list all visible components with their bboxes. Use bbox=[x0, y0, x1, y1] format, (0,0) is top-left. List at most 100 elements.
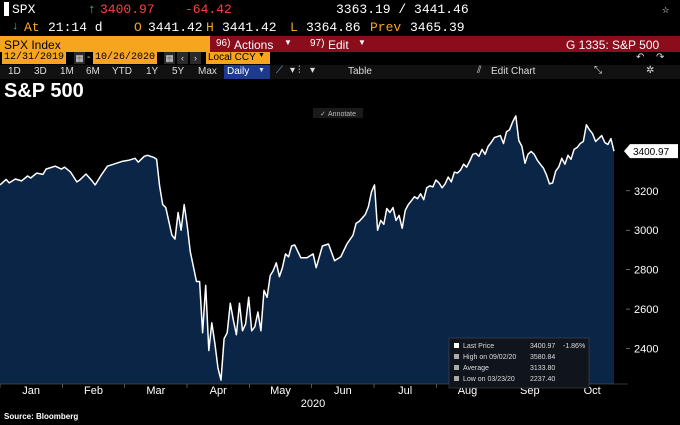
quote-time: 21:14 d bbox=[48, 19, 103, 35]
y-tick-label: 2800 bbox=[634, 265, 658, 277]
prev-period-icon[interactable]: ‹ bbox=[177, 52, 188, 64]
line-chart-icon[interactable]: ⟋ bbox=[276, 65, 283, 76]
end-date-field[interactable]: 10/26/2020 bbox=[93, 52, 158, 64]
last-price-tag-value: 3400.97 bbox=[633, 147, 670, 158]
period-3d[interactable]: 3D bbox=[34, 66, 47, 77]
legend-swatch bbox=[454, 343, 459, 348]
last-price: 3400.97 bbox=[100, 1, 155, 17]
legend-row-label: Last Price bbox=[463, 343, 494, 350]
period-1m[interactable]: 1M bbox=[60, 66, 74, 77]
annotate-button[interactable]: ✓ Annotate bbox=[313, 108, 363, 118]
bar-chart-chevron-icon[interactable]: ▾ bbox=[310, 65, 316, 76]
currency-select[interactable]: Local CCY bbox=[206, 52, 270, 64]
last-price-tag: 3400.97 bbox=[624, 144, 678, 159]
y-axis: 2400 2600 2800 3000 3200 bbox=[626, 186, 658, 356]
frequency-chevron-down-icon[interactable]: ▼ bbox=[258, 67, 265, 74]
legend-row-value: 3400.97 bbox=[530, 343, 555, 350]
chart-function-label: G 1335: S&P 500 bbox=[566, 38, 660, 52]
edit-chart-icon[interactable]: ⫽ bbox=[477, 65, 482, 76]
line-chart-chevron-icon[interactable]: ▾ bbox=[290, 65, 296, 76]
calendar-icon[interactable]: ▦ bbox=[74, 52, 85, 64]
actions-chevron-down-icon[interactable]: ▼ bbox=[284, 38, 292, 47]
actions-number: 96) bbox=[216, 38, 231, 49]
bar-chart-icon[interactable]: ⫶ bbox=[298, 65, 301, 76]
edit-menu[interactable]: Edit bbox=[328, 38, 349, 52]
edit-number: 97) bbox=[310, 38, 325, 49]
edit-chevron-down-icon[interactable]: ▼ bbox=[358, 38, 366, 47]
source-credit: Source: Bloomberg bbox=[4, 412, 79, 421]
frequency-select[interactable]: Daily bbox=[224, 65, 270, 79]
last-price-tag-bg bbox=[624, 144, 678, 159]
date-range-row: 12/31/2019 ▦ - 10/26/2020 ▦ ‹ › Local CC… bbox=[0, 52, 680, 65]
prev-value: 3465.39 bbox=[410, 19, 465, 35]
price-chart: ✓ Annotate 2400 2600 2800 3000 3200 Jan Feb Ma… bbox=[0, 104, 680, 410]
legend-bg bbox=[448, 337, 590, 389]
x-tick-label-jul: Jul bbox=[398, 385, 412, 397]
star-icon[interactable]: ☆ bbox=[662, 3, 670, 17]
quote-header-row-2: ↓ At 21:14 d O 3441.42 H 3441.42 L 3364.… bbox=[0, 18, 680, 36]
low-value: 3364.86 bbox=[306, 19, 361, 35]
low-label: L bbox=[290, 19, 298, 35]
security-field-bg bbox=[0, 36, 210, 52]
legend-row-value: 3133.80 bbox=[530, 365, 555, 372]
price-line bbox=[0, 115, 615, 381]
chart-title: S&P 500 bbox=[4, 80, 84, 102]
x-axis-year-label: 2020 bbox=[301, 398, 325, 410]
start-date-field[interactable]: 12/31/2019 bbox=[2, 52, 67, 64]
gear-icon[interactable]: ✲ bbox=[646, 65, 655, 76]
period-max[interactable]: Max bbox=[198, 66, 217, 77]
legend-row-change: -1.86% bbox=[563, 343, 585, 350]
y-tick-label: 3200 bbox=[634, 186, 658, 198]
legend-row-value: 3580.84 bbox=[530, 354, 555, 361]
redo-icon[interactable]: ↷ bbox=[656, 52, 665, 63]
period-1d[interactable]: 1D bbox=[8, 66, 21, 77]
prev-label: Prev bbox=[370, 19, 402, 35]
x-tick-label-jan: Jan bbox=[22, 385, 40, 397]
y-tick-label: 3000 bbox=[634, 225, 658, 237]
period-ytd[interactable]: YTD bbox=[112, 66, 132, 77]
cursor-block bbox=[4, 2, 9, 16]
legend-swatch bbox=[454, 354, 459, 359]
open-value: 3441.42 bbox=[148, 19, 203, 35]
toolbar: 1D 3D 1M 6M YTD 1Y 5Y Max Daily ▼ ⟋ ▾ ⫶ … bbox=[0, 65, 680, 79]
area-fill bbox=[0, 115, 614, 385]
currency-chevron-down-icon[interactable]: ▼ bbox=[258, 52, 265, 59]
period-6m[interactable]: 6M bbox=[86, 66, 100, 77]
period-1y[interactable]: 1Y bbox=[146, 66, 159, 77]
at-label: At bbox=[24, 19, 40, 35]
quote-header-row-1: SPX ↑ 3400.97 -64.42 3363.19 / 3441.46 ☆ bbox=[0, 0, 680, 18]
legend-row-label: Low on 03/23/20 bbox=[463, 376, 515, 383]
expand-icon[interactable]: ⤡ bbox=[594, 65, 602, 76]
edit-chart-button[interactable]: Edit Chart bbox=[491, 66, 536, 77]
x-tick-label-feb: Feb bbox=[84, 385, 103, 397]
legend-row-label: High on 09/02/20 bbox=[463, 354, 516, 361]
y-tick-label: 2400 bbox=[634, 344, 658, 356]
security-field[interactable]: SPX Index bbox=[4, 38, 61, 52]
end-calendar-icon[interactable]: ▦ bbox=[164, 52, 175, 64]
x-tick-label-apr: Apr bbox=[210, 385, 227, 397]
day-range: 3363.19 / 3441.46 bbox=[336, 1, 469, 17]
legend-swatch bbox=[454, 376, 459, 381]
x-tick-label-may: May bbox=[270, 385, 291, 397]
annotate-icon: ✓ bbox=[320, 111, 326, 118]
table-button[interactable]: Table bbox=[348, 66, 372, 77]
legend-swatch bbox=[454, 365, 459, 370]
actions-menu[interactable]: Actions bbox=[234, 38, 274, 52]
high-value: 3441.42 bbox=[222, 19, 277, 35]
y-tick-label: 2600 bbox=[634, 304, 658, 316]
annotate-bg bbox=[313, 108, 363, 118]
flat-arrow-icon: ↓ bbox=[12, 21, 19, 33]
legend-row-label: Average bbox=[463, 365, 489, 372]
legend-row-value: 2237.40 bbox=[530, 376, 555, 383]
open-label: O bbox=[134, 19, 142, 35]
x-tick-label-mar: Mar bbox=[146, 385, 165, 397]
next-period-icon[interactable]: › bbox=[190, 52, 201, 64]
period-5y[interactable]: 5Y bbox=[172, 66, 185, 77]
up-arrow-icon: ↑ bbox=[88, 1, 96, 17]
undo-icon[interactable]: ↶ bbox=[636, 52, 645, 63]
menubar: SPX Index 96) Actions ▼ 97) Edit ▼ G 133… bbox=[0, 36, 680, 52]
ticker[interactable]: SPX bbox=[12, 1, 36, 17]
high-label: H bbox=[206, 19, 214, 35]
legend-box: Last Price 3400.97 -1.86% High on 09/02/20 3… bbox=[448, 337, 590, 389]
x-tick-label-jun: Jun bbox=[334, 385, 352, 397]
